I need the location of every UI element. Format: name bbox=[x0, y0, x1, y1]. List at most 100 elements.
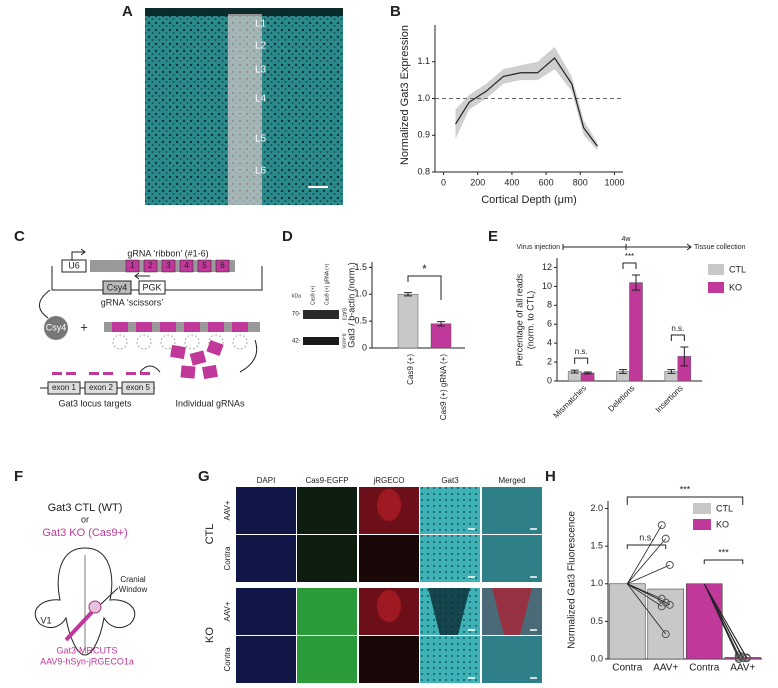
y-axis-label: (norm. to CTL) bbox=[525, 291, 535, 350]
csy4-protein bbox=[44, 316, 68, 340]
free-grna bbox=[189, 350, 207, 366]
layer-label: L1 bbox=[255, 19, 267, 30]
csy4-box bbox=[102, 280, 132, 295]
exon bbox=[121, 381, 155, 395]
image-cell bbox=[420, 636, 480, 683]
cleaved-grna bbox=[208, 334, 224, 350]
cleaved-grna bbox=[136, 334, 152, 350]
pointer bbox=[100, 587, 119, 605]
y-axis-label: Normalized Gat3 Fluorescence bbox=[567, 511, 578, 649]
pair-line bbox=[627, 583, 670, 606]
exon bbox=[47, 381, 81, 395]
grna-number: 4 bbox=[184, 261, 189, 270]
layer-label: L5 bbox=[255, 134, 267, 145]
y-tick-label: 1.0 bbox=[354, 289, 367, 299]
point bbox=[734, 655, 743, 663]
error-bar bbox=[583, 371, 592, 375]
exon bbox=[84, 381, 118, 395]
grna-box bbox=[125, 259, 140, 273]
row-label: Contra bbox=[223, 546, 232, 571]
pair-line bbox=[627, 564, 670, 585]
grna-box bbox=[161, 259, 176, 273]
significance: *** bbox=[625, 252, 634, 261]
layer-label: L3 bbox=[255, 65, 267, 76]
exon-label: exon 2 bbox=[89, 383, 114, 392]
protein-label: GAT3 bbox=[341, 308, 347, 321]
grna-box bbox=[197, 259, 212, 273]
x-tick-label: Mismatches bbox=[552, 384, 589, 421]
channel-label: jRGECO bbox=[372, 476, 404, 485]
blot-band bbox=[303, 310, 339, 319]
point bbox=[657, 521, 666, 530]
y-tick-label: 0 bbox=[547, 375, 552, 385]
syringe bbox=[64, 610, 94, 642]
y-tick-label: 4 bbox=[547, 338, 552, 348]
grna-box bbox=[215, 259, 230, 273]
window-label: Window bbox=[119, 585, 148, 594]
grna-number: 1 bbox=[130, 261, 135, 270]
y-tick-label: 1.5 bbox=[354, 262, 367, 272]
y-tick-label: 1.0 bbox=[417, 93, 430, 103]
bar bbox=[685, 583, 723, 660]
image-cell bbox=[236, 636, 296, 683]
pair-line bbox=[627, 583, 662, 607]
y-tick-label: 10 bbox=[542, 281, 552, 291]
significance-bracket bbox=[626, 544, 667, 549]
pgk-box bbox=[138, 280, 166, 295]
transcript bbox=[104, 322, 260, 332]
free-grna bbox=[202, 364, 218, 380]
x-tick-label: Contra bbox=[689, 663, 719, 674]
point bbox=[742, 654, 751, 663]
panel-g: G DAPI Cas9-EGFP jRGECO Gat3 Merged CTL AAV+ Co… bbox=[198, 468, 542, 683]
image-cell bbox=[420, 487, 480, 534]
timeline bbox=[562, 243, 692, 251]
knockout-zone bbox=[492, 588, 532, 635]
transcript-grna bbox=[160, 322, 176, 332]
y-tick-label: 2 bbox=[547, 356, 552, 366]
error-bar bbox=[680, 346, 689, 367]
marker: 70- bbox=[292, 312, 301, 318]
error-bar bbox=[570, 369, 579, 374]
expression bbox=[377, 590, 401, 622]
significance-bracket bbox=[670, 334, 685, 341]
error-bar bbox=[437, 321, 445, 327]
free-grna bbox=[170, 344, 186, 360]
panel-label: G bbox=[198, 468, 210, 485]
transcript-grna bbox=[112, 322, 128, 332]
image-cell bbox=[236, 487, 296, 534]
bar bbox=[629, 282, 643, 382]
free-grna bbox=[206, 339, 224, 357]
y-tick-label: 0.5 bbox=[590, 616, 603, 626]
point bbox=[661, 534, 670, 543]
significance: *** bbox=[680, 484, 691, 494]
cleaved-grna bbox=[232, 334, 248, 350]
pgk: PGK bbox=[142, 282, 161, 292]
panel-label: F bbox=[14, 468, 23, 485]
panel-c: C gRNA ‘ribbon’ (#1-6) U6 1 2 3 4 5 6 Csy4 PG… bbox=[14, 228, 263, 408]
x-tick-label: Insertions bbox=[654, 384, 685, 415]
transcript-grna bbox=[232, 322, 248, 332]
u6: U6 bbox=[68, 260, 80, 270]
y-tick-label: 1.0 bbox=[590, 578, 603, 588]
bar bbox=[397, 294, 419, 349]
y-tick-label: 6 bbox=[547, 319, 552, 329]
exon-label: exon 5 bbox=[126, 383, 151, 392]
image-cell bbox=[297, 535, 357, 582]
point bbox=[665, 600, 674, 609]
legend-label: CTL bbox=[729, 264, 746, 274]
significance-bracket bbox=[626, 496, 744, 505]
timeline-end: Tissue collection bbox=[694, 244, 746, 251]
y-axis-label: Percentage of all reads bbox=[514, 273, 524, 366]
image-cell bbox=[420, 535, 480, 582]
channel-label: Gat3 bbox=[441, 476, 459, 485]
exon-label: exon 1 bbox=[52, 383, 77, 392]
y-tick-label: 12 bbox=[542, 262, 552, 272]
error-bar bbox=[667, 369, 676, 374]
plus: + bbox=[80, 319, 88, 334]
y-tick-label: 1.1 bbox=[417, 56, 430, 66]
ctl-label: Gat3 CTL (WT) bbox=[48, 502, 123, 514]
image-cell bbox=[236, 535, 296, 582]
profile-strip bbox=[228, 14, 262, 205]
v1: V1 bbox=[40, 615, 51, 625]
